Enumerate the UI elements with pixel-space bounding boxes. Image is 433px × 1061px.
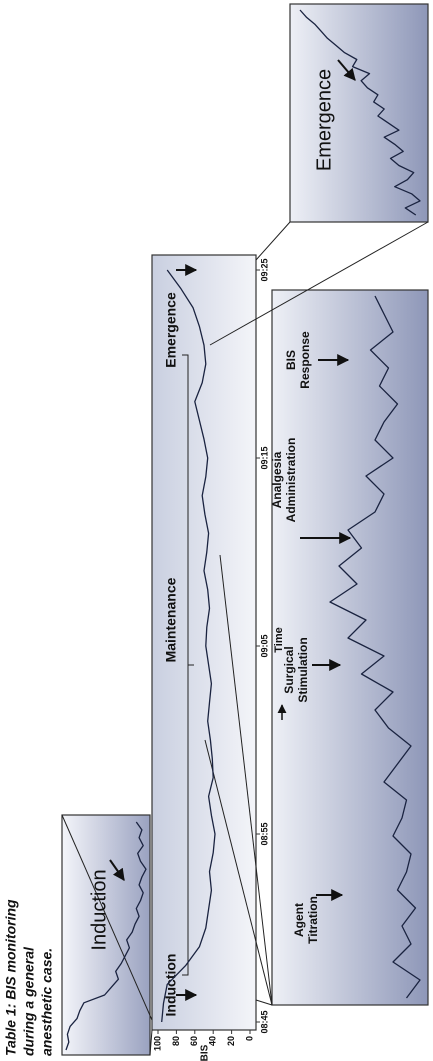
y-tick-label: 100 [152, 1036, 162, 1051]
phase-label: Emergence [163, 292, 179, 368]
y-tick-label: 60 [189, 1036, 199, 1046]
caption: Table 1: BIS monitoring [3, 899, 19, 1056]
annotation: Agent [292, 903, 306, 937]
bis-trace [65, 821, 147, 1051]
y-tick-label: 20 [226, 1036, 236, 1046]
connector [255, 999, 273, 1006]
x-tick-label: 09:05 [259, 634, 269, 657]
bis-trace [329, 295, 421, 999]
induction-panel [61, 814, 151, 1056]
annotation: Surgical [282, 646, 296, 693]
bis-trace [299, 9, 421, 216]
main-panel [151, 254, 257, 1031]
y-axis-label: BIS [200, 1044, 211, 1061]
x-axis-label: Time [273, 627, 285, 652]
connector [61, 814, 153, 1021]
bis-trace [161, 269, 216, 1023]
emergence-panel [289, 3, 429, 223]
annotation: Emergence [313, 69, 335, 171]
arrow [109, 859, 125, 881]
caption: during a general [21, 946, 37, 1056]
x-tick-label: 08:45 [259, 1010, 269, 1033]
connector [219, 554, 273, 1006]
x-tick-label: 09:15 [259, 446, 269, 469]
connector [255, 221, 291, 261]
annotation: Stimulation [296, 637, 310, 702]
annotation: Analgesia [270, 451, 284, 508]
y-tick-label: 0 [244, 1036, 254, 1041]
phase-label: Induction [163, 954, 179, 1017]
caption: anesthetic case. [39, 948, 55, 1056]
x-tick-label: 09:25 [259, 258, 269, 281]
phase-bracket [182, 354, 194, 976]
connector [204, 739, 273, 1006]
annotation: Titration [306, 896, 320, 944]
annotation: BIS [284, 350, 298, 370]
y-tick-label: 40 [208, 1036, 218, 1046]
annotation: Administration [284, 438, 298, 523]
x-tick-label: 08:55 [259, 822, 269, 845]
surgical-panel [271, 289, 429, 1006]
arrow [337, 59, 356, 81]
phase-label: Maintenance [163, 577, 179, 662]
connector [149, 1029, 153, 1056]
annotation: Induction [88, 869, 110, 950]
y-tick-label: 80 [171, 1036, 181, 1046]
annotation: Response [298, 331, 312, 389]
connector [209, 221, 429, 346]
